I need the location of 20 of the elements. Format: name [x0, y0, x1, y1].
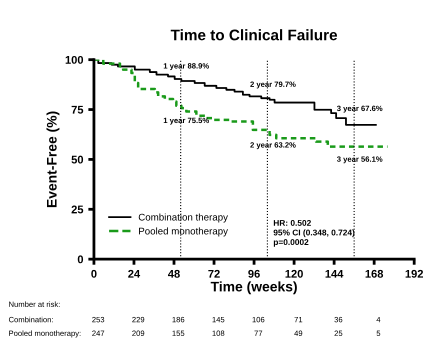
x-tick-label: 24: [128, 270, 140, 278]
y-tick-label: 25: [72, 206, 84, 214]
y-tick-label: 100: [66, 56, 84, 64]
x-tick-label: 0: [91, 270, 97, 278]
x-tick-label: 72: [208, 270, 220, 278]
x-tick-label: 120: [286, 270, 303, 278]
legend-label: Combination therapy: [138, 213, 228, 223]
x-tick-label: 144: [326, 270, 344, 278]
x-axis-title: Time (weeks): [210, 281, 297, 294]
x-tick-label: 96: [248, 270, 260, 278]
x-tick-label: 168: [366, 270, 384, 278]
x-tick-label: 192: [406, 270, 424, 278]
y-tick-label: 0: [78, 255, 84, 264]
y-tick-label: 50: [72, 156, 84, 164]
y-tick-label: 75: [72, 106, 84, 114]
chart-title: Time to Clinical Failure: [170, 29, 338, 40]
x-tick-label: 48: [168, 270, 180, 278]
legend-label: Pooled monotherapy: [139, 227, 228, 236]
y-axis-title: Event-Free (%): [46, 111, 60, 208]
annotation: HR: 0.502 95% CI (0.348, 0.724) p=0.0002: [274, 220, 354, 247]
